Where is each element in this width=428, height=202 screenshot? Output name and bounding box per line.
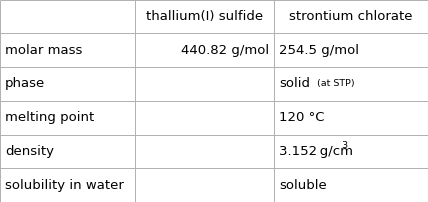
Text: density: density — [5, 145, 54, 158]
Text: 254.5 g/mol: 254.5 g/mol — [279, 44, 359, 57]
Text: phase: phase — [5, 77, 45, 90]
Text: 120 °C: 120 °C — [279, 111, 324, 124]
Text: thallium(I) sulfide: thallium(I) sulfide — [146, 10, 263, 23]
Text: 3: 3 — [341, 141, 347, 150]
Text: melting point: melting point — [5, 111, 95, 124]
Text: solid: solid — [279, 77, 310, 90]
Text: soluble: soluble — [279, 179, 327, 192]
Text: 3.152 g/cm: 3.152 g/cm — [279, 145, 353, 158]
Text: strontium chlorate: strontium chlorate — [289, 10, 413, 23]
Text: (at STP): (at STP) — [311, 79, 355, 88]
Text: molar mass: molar mass — [5, 44, 83, 57]
Text: 440.82 g/mol: 440.82 g/mol — [181, 44, 269, 57]
Text: solubility in water: solubility in water — [5, 179, 124, 192]
